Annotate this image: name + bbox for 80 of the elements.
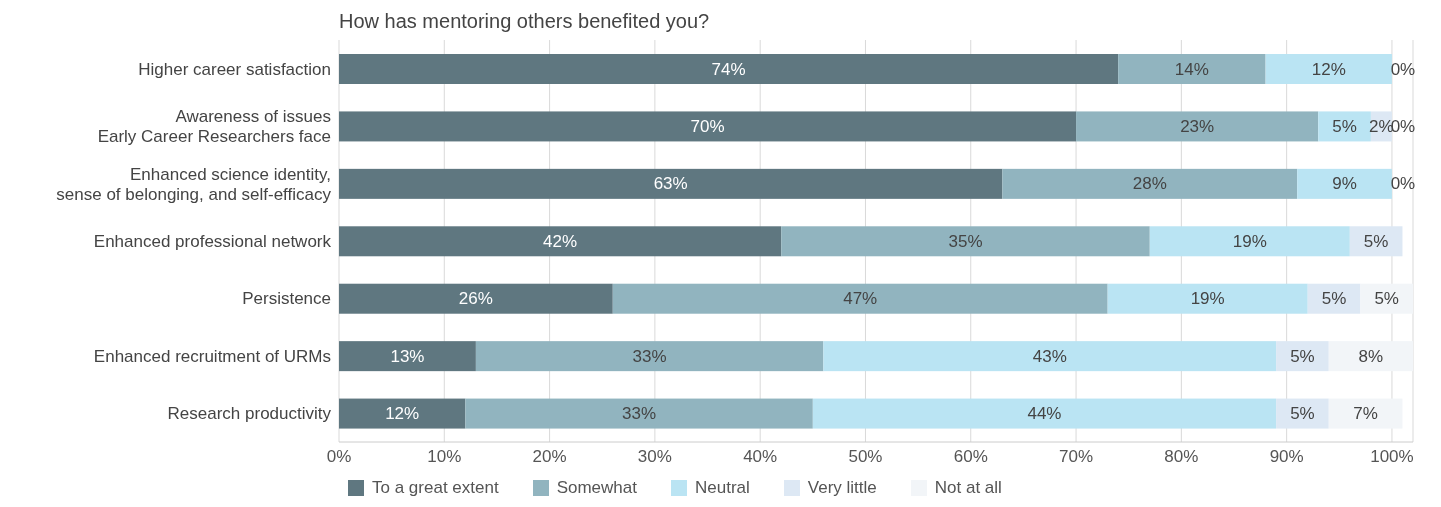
data-label: 9% [1332,174,1357,194]
x-tick-label: 50% [848,447,883,467]
data-label: 42% [543,231,578,251]
data-label: 5% [1363,231,1389,251]
bar [1318,111,1371,142]
data-label: 7% [1353,404,1378,424]
bar [1149,226,1350,257]
data-label: 28% [1132,174,1167,194]
data-label: 43% [1032,346,1067,366]
data-label: 44% [1027,404,1062,424]
x-tick-label: 100% [1370,447,1414,467]
x-tick-label: 80% [1164,447,1199,467]
data-label: 26% [458,289,493,309]
bar [1297,168,1392,199]
bar [339,111,1077,142]
data-label: 47% [843,289,878,309]
bar [465,398,813,429]
bar [339,398,466,429]
data-label: 0% [1390,59,1416,79]
x-tick-label: 40% [743,447,778,467]
y-tick-label: Persistence [242,288,331,308]
data-label: 5% [1290,346,1315,366]
data-label: 13% [390,346,425,366]
bar [1276,398,1329,429]
data-label: 19% [1232,231,1267,251]
data-label: 5% [1332,116,1357,136]
x-tick-label: 10% [427,447,462,467]
y-tick-label: Awareness of issues Early Career Researchers face [97,106,331,146]
bar [1076,111,1319,142]
bar [1002,168,1298,199]
x-tick-label: 30% [637,447,672,467]
data-label: 8% [1358,346,1384,366]
y-tick-label: Research productivity [167,403,332,423]
bar [339,226,782,257]
data-label: 33% [622,404,657,424]
data-label: 33% [632,346,667,366]
data-label: 12% [1311,59,1346,79]
bar [781,226,1150,257]
x-tick-label: 70% [1059,447,1094,467]
bar [475,341,824,372]
data-label: 5% [1374,289,1399,309]
y-tick-label: Enhanced science identity, sense of belonging, and self-efficacy [56,164,332,204]
data-label: 0% [1390,174,1416,194]
bar [1265,54,1392,84]
bar [339,54,1119,84]
bar [339,341,476,372]
data-label: 35% [948,231,983,251]
bar [1118,54,1266,84]
legend-label: Not at all [934,478,1002,498]
x-tick-label: 20% [532,447,567,467]
data-label: 12% [385,404,420,424]
x-tick-label: 90% [1269,447,1304,467]
bar [612,283,1108,314]
x-tick-label: 0% [326,447,352,467]
y-tick-label: Enhanced recruitment of URMs [93,346,331,366]
bar [339,168,1003,199]
data-label: 70% [690,116,725,136]
legend-label: To a great extent [372,478,499,498]
data-label: 23% [1180,116,1215,136]
x-tick-label: 60% [953,447,988,467]
legend-label: Very little [807,478,877,498]
bar [339,283,613,314]
data-label: 19% [1190,289,1225,309]
data-label: 14% [1174,59,1209,79]
chart-title: How has mentoring others benefited you? [338,9,711,34]
legend-label: Neutral [694,478,750,498]
data-label: 5% [1321,289,1347,309]
bar [823,341,1277,372]
legend-label: Somewhat [556,478,637,498]
data-label: 74% [711,59,746,79]
data-label: 5% [1290,404,1315,424]
data-label: 63% [653,174,688,194]
bar [1360,283,1413,314]
bar [1276,341,1329,372]
bar [1107,283,1308,314]
bar [1328,398,1403,429]
bar [812,398,1277,429]
y-tick-label: Enhanced professional network [93,231,332,251]
y-tick-label: Higher career satisfaction [138,59,331,79]
bar [1328,341,1413,372]
